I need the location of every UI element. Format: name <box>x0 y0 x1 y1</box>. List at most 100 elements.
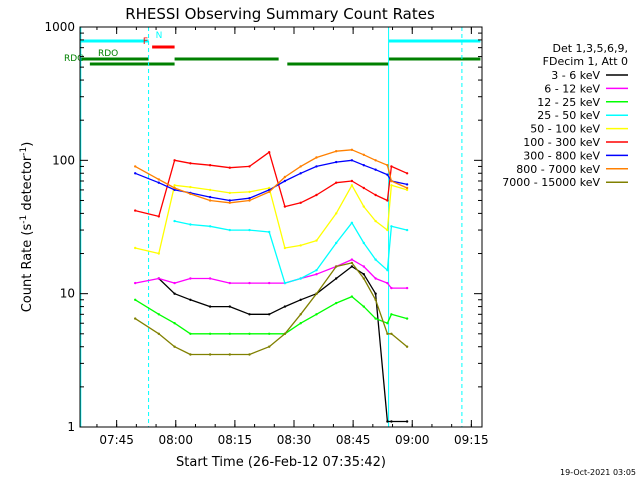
flag-label-n: N <box>156 31 163 41</box>
series-0-point-3 <box>189 298 192 301</box>
series-3-point-3 <box>189 223 192 226</box>
series-5-point-16 <box>390 165 393 168</box>
flags-layer: NF RDO RDG <box>64 31 481 66</box>
series-3-point-6 <box>248 228 251 232</box>
series-4-point-5 <box>228 191 231 195</box>
flag-label-f: F <box>143 37 148 47</box>
series-5-point-7 <box>268 151 271 154</box>
series-5-point-8 <box>283 205 287 208</box>
series-7-point-1 <box>157 178 160 181</box>
series-4-point-14 <box>374 219 377 223</box>
legend-title-line-1: Det 1,3,5,6,9, <box>552 42 628 55</box>
series-6-point-5 <box>228 199 231 202</box>
series-3-point-16 <box>390 225 393 228</box>
series-4-point-4 <box>208 188 212 192</box>
series-line-4 <box>135 184 408 255</box>
y-tick-label-0: 1 <box>67 420 75 434</box>
x-tick-label-6: 09:15 <box>454 433 489 447</box>
y-axis: 1 10 100 1000 <box>44 20 482 434</box>
series-4-point-2 <box>173 184 176 187</box>
series-1-point-1 <box>157 277 160 280</box>
series-line-7 <box>134 149 408 204</box>
series-0-point-17 <box>405 420 409 423</box>
x-tick-label-3: 08:30 <box>277 433 312 447</box>
series-8-point-2 <box>173 345 176 348</box>
series-4-point-6 <box>248 190 251 194</box>
series-1-point-3 <box>189 277 192 280</box>
series-5-point-11 <box>335 181 338 184</box>
series-6-point-11 <box>335 160 338 164</box>
y-tick-label-3: 1000 <box>44 20 75 34</box>
series-6-point-0 <box>134 172 137 175</box>
series-4-point-12 <box>350 184 354 187</box>
series-8-point-3 <box>189 353 192 356</box>
series-1-point-17 <box>405 286 409 290</box>
series-3-point-12 <box>350 221 354 224</box>
series-1-point-5 <box>228 281 231 285</box>
series-0-point-6 <box>248 313 251 316</box>
series-8-point-15 <box>386 332 389 335</box>
chart-title: RHESSI Observing Summary Count Rates <box>125 5 435 23</box>
x-axis-label: Start Time (26-Feb-12 07:35:42) <box>176 455 386 470</box>
footer-date: 19-Oct-2021 03:05 <box>560 468 636 477</box>
series-2-point-5 <box>228 332 231 335</box>
legend-label-6: 300 - 800 keV <box>523 149 600 162</box>
series-0-point-12 <box>350 265 354 268</box>
flag-label-rdg: RDG <box>64 54 84 64</box>
series-3-point-11 <box>335 241 338 245</box>
y-axis-label: Count Rate (s-1 detector-1) <box>19 142 35 313</box>
series-7-point-13 <box>362 153 365 156</box>
y-tick-label-2: 100 <box>52 153 75 167</box>
x-tick-label-4: 08:45 <box>336 433 371 447</box>
series-3-point-7 <box>268 230 271 234</box>
flag-label-rdo: RDO <box>98 49 118 59</box>
series-1-point-0 <box>134 281 137 285</box>
series-8-point-11 <box>335 265 338 268</box>
series-0-point-15 <box>386 420 389 423</box>
series-3-point-5 <box>228 228 231 232</box>
series-2-point-0 <box>134 298 137 301</box>
y-axis-label-prefix: Count Rate (s <box>20 224 35 313</box>
series-6-point-8 <box>283 179 287 183</box>
series-1-point-6 <box>248 281 251 285</box>
series-2-point-9 <box>299 322 302 325</box>
series-5-point-13 <box>362 186 365 190</box>
series-layer <box>134 148 409 423</box>
series-2-point-14 <box>374 317 377 320</box>
series-0-point-9 <box>299 298 302 301</box>
series-6-point-2 <box>173 188 176 192</box>
series-1-point-16 <box>390 286 393 290</box>
x-tick-label-0: 07:45 <box>99 433 134 447</box>
series-5-point-3 <box>189 162 192 165</box>
legend-title-line-2: FDecim 1, Att 0 <box>543 55 628 68</box>
legend-label-7: 800 - 7000 keV <box>516 163 600 176</box>
series-3-point-4 <box>208 225 212 228</box>
vertical-lines-layer <box>80 27 463 427</box>
series-3-point-15 <box>386 269 389 272</box>
series-2-point-1 <box>157 313 160 316</box>
legend-label-4: 50 - 100 keV <box>530 123 600 136</box>
series-0-point-8 <box>283 305 287 308</box>
series-6-point-1 <box>157 181 160 184</box>
legend-label-1: 6 - 12 keV <box>544 82 600 95</box>
series-5-point-5 <box>228 166 231 169</box>
series-line-2 <box>134 295 408 335</box>
series-line-3 <box>174 220 408 284</box>
series-8-point-9 <box>299 313 302 316</box>
series-0-point-5 <box>228 305 231 308</box>
series-7-point-10 <box>315 156 318 159</box>
series-8-point-14 <box>374 298 377 301</box>
series-2-point-15 <box>386 322 389 325</box>
series-5-point-12 <box>350 179 354 183</box>
series-8-point-6 <box>248 353 251 356</box>
series-3-point-9 <box>299 277 302 280</box>
legend: Det 1,3,5,6,9, FDecim 1, Att 0 3 - 6 keV… <box>502 42 628 189</box>
series-6-point-17 <box>405 183 409 186</box>
series-4-point-9 <box>299 244 302 247</box>
series-2-point-10 <box>315 313 318 316</box>
series-2-point-16 <box>390 313 393 316</box>
series-7-point-11 <box>335 150 338 153</box>
series-5-point-0 <box>134 209 137 212</box>
series-8-point-5 <box>228 353 231 356</box>
series-7-point-12 <box>350 148 354 151</box>
